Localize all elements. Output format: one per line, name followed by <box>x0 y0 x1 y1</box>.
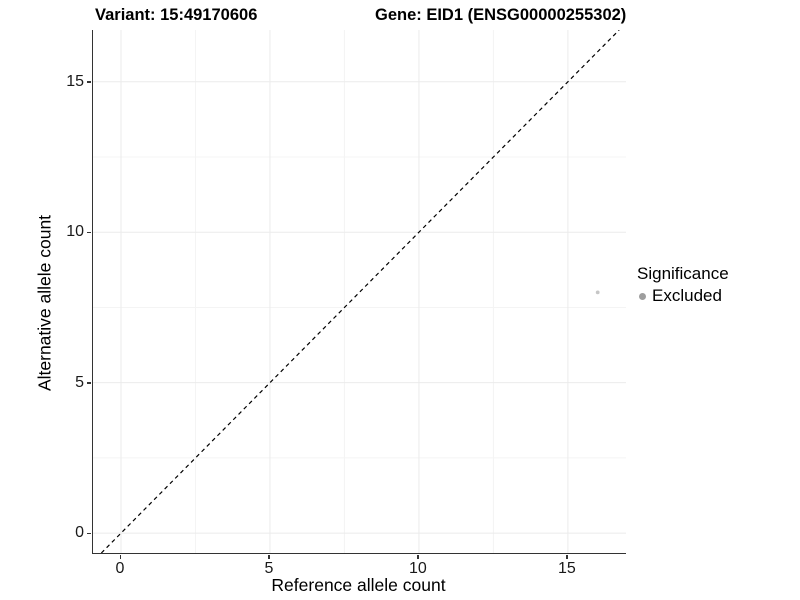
y-axis-title: Alternative allele count <box>34 214 55 392</box>
legend-title: Significance <box>637 264 729 283</box>
x-axis-tick-label: 15 <box>557 560 576 577</box>
x-axis-tick-label: 0 <box>115 560 125 577</box>
x-axis-tick <box>566 554 568 559</box>
y-axis-tick <box>86 81 91 83</box>
x-axis-tick <box>119 554 121 559</box>
legend-item-excluded: Excluded <box>637 286 729 306</box>
x-axis-tick <box>268 554 270 559</box>
y-axis-tick <box>86 532 91 535</box>
plot-title-gene: Gene: EID1 (ENSG00000255302) <box>375 6 627 24</box>
plot-title-variant: Variant: 15:49170606 <box>95 6 258 24</box>
x-axis-title: Reference allele count <box>271 575 446 595</box>
data-point <box>595 290 600 295</box>
x-axis-tick <box>417 554 419 559</box>
y-axis-tick <box>86 382 91 384</box>
y-axis-tick-label: 10 <box>66 223 84 241</box>
y-axis-tick <box>86 231 91 234</box>
plot-panel <box>92 30 626 554</box>
y-axis-tick-label: 0 <box>75 524 84 542</box>
legend-point-icon <box>639 292 646 300</box>
legend-item-label: Excluded <box>652 286 722 305</box>
plot-area <box>93 30 626 553</box>
legend: Significance Excluded <box>637 264 729 306</box>
y-axis-tick-label: 5 <box>75 373 84 391</box>
identity-reference-line <box>100 30 620 553</box>
x-axis-tick-label: 5 <box>264 560 274 577</box>
y-axis-tick-label: 15 <box>66 72 84 90</box>
x-axis-tick-label: 10 <box>409 560 427 577</box>
